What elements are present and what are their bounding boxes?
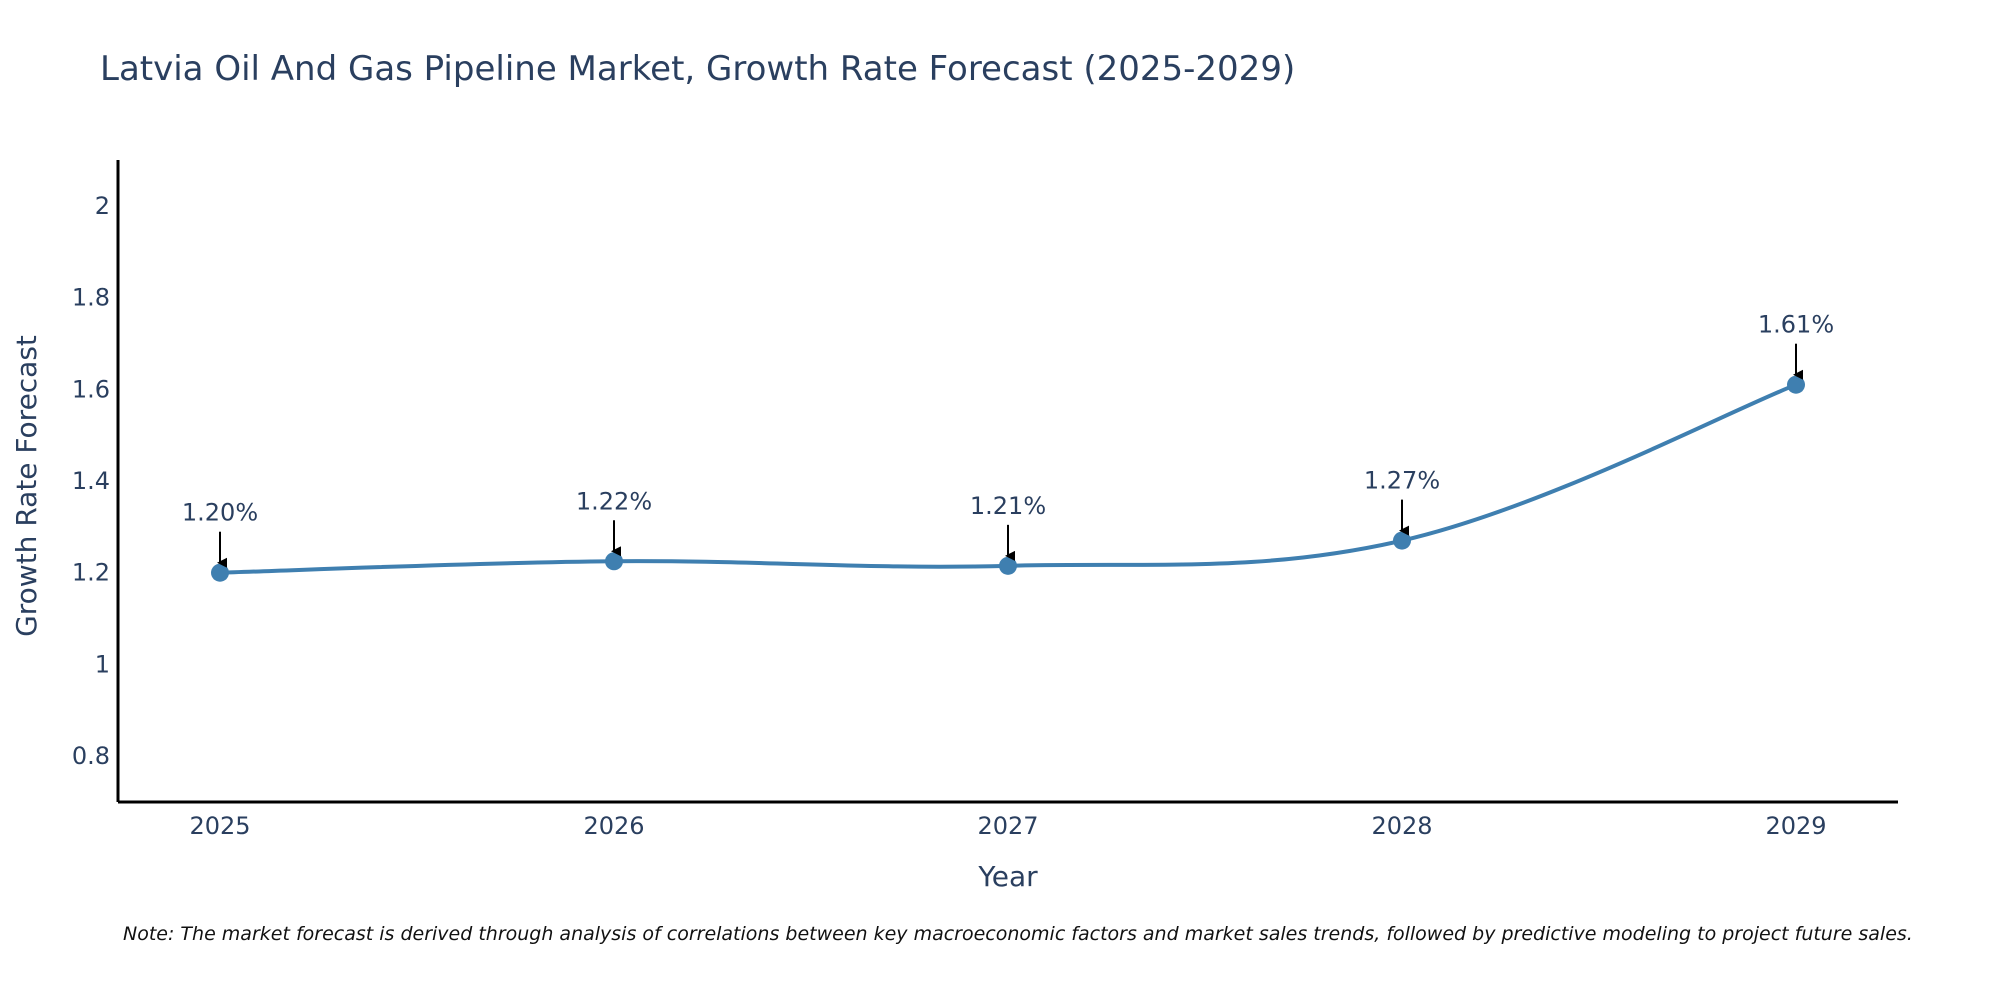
y-tick-label: 0.8	[72, 742, 110, 770]
data-label: 1.27%	[1364, 467, 1440, 495]
y-tick-label: 1.8	[72, 284, 110, 312]
data-annotations: 1.20% 1.22% 1.21% 1.27% 1.61%	[182, 311, 1834, 568]
x-tick-label: 2026	[583, 812, 644, 840]
x-tick-label: 2028	[1371, 812, 1432, 840]
y-axis-title: Growth Rate Forecast	[10, 335, 43, 637]
x-tick-label: 2029	[1765, 812, 1826, 840]
data-label: 1.61%	[1758, 311, 1834, 339]
data-point	[1393, 531, 1411, 550]
data-label: 1.22%	[576, 487, 652, 515]
y-tick-label: 1.2	[72, 559, 110, 587]
footnote: Note: The market forecast is derived thr…	[123, 923, 1913, 945]
y-tick-label: 1.4	[72, 467, 110, 495]
data-label: 1.20%	[182, 499, 258, 527]
data-point	[605, 552, 623, 571]
data-point	[211, 563, 229, 582]
chart-title: Latvia Oil And Gas Pipeline Market, Grow…	[100, 49, 1295, 89]
data-label: 1.21%	[970, 492, 1046, 520]
y-tick-label: 1.6	[72, 375, 110, 403]
y-tick-label: 1	[95, 650, 110, 678]
y-tick-label: 2	[95, 192, 110, 220]
plot-area: 0.8 1 1.2 1.4 1.6 1.8 2 2025 2026 2027 2028 2029 1…	[72, 160, 1898, 840]
data-point	[999, 556, 1017, 575]
data-point	[1787, 375, 1805, 394]
x-tick-label: 2025	[189, 812, 250, 840]
data-markers	[211, 375, 1805, 582]
x-ticks: 2025 2026 2027 2028 2029	[189, 812, 1826, 840]
y-ticks: 0.8 1 1.2 1.4 1.6 1.8 2	[72, 192, 110, 770]
x-tick-label: 2027	[977, 812, 1038, 840]
x-axis-title: Year	[977, 860, 1038, 893]
